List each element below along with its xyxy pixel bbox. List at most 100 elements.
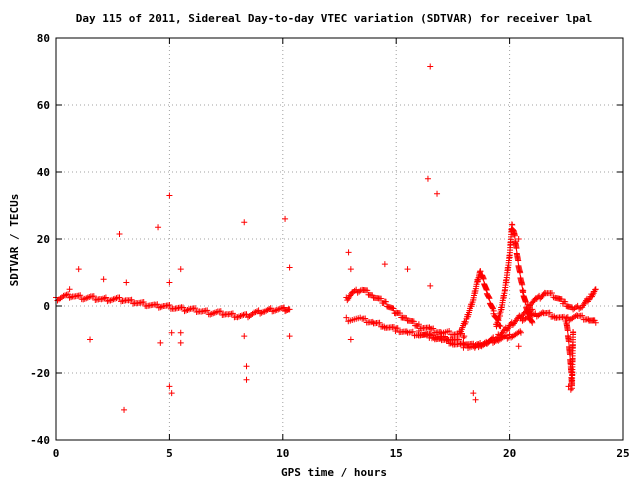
data-point bbox=[548, 290, 555, 297]
data-point bbox=[513, 245, 520, 252]
data-point bbox=[415, 328, 422, 334]
data-point bbox=[77, 292, 84, 299]
y-tick-label: -40 bbox=[30, 434, 50, 447]
data-point bbox=[204, 307, 211, 314]
data-point bbox=[477, 340, 484, 347]
data-point bbox=[100, 276, 107, 283]
data-point bbox=[494, 316, 501, 323]
data-point bbox=[430, 325, 437, 332]
data-point bbox=[517, 329, 524, 336]
data-point bbox=[364, 287, 371, 294]
x-axis-label: GPS time / hours bbox=[281, 466, 387, 479]
data-point bbox=[382, 298, 389, 305]
data-point bbox=[574, 302, 581, 309]
data-point bbox=[369, 292, 376, 299]
data-point bbox=[378, 295, 385, 302]
data-point bbox=[424, 175, 431, 182]
data-point bbox=[517, 269, 524, 276]
data-point bbox=[485, 294, 492, 301]
data-point bbox=[282, 215, 289, 222]
data-point bbox=[347, 266, 354, 273]
data-point bbox=[255, 307, 262, 314]
data-point bbox=[486, 295, 493, 302]
data-point bbox=[497, 312, 504, 319]
data-point bbox=[180, 304, 187, 311]
data-point bbox=[497, 323, 504, 330]
data-point bbox=[492, 335, 499, 342]
data-point bbox=[494, 315, 501, 322]
chart-title: Day 115 of 2011, Sidereal Day-to-day VTE… bbox=[76, 12, 593, 25]
data-point bbox=[362, 315, 369, 322]
data-point bbox=[566, 351, 573, 358]
data-point bbox=[381, 261, 388, 268]
data-point bbox=[66, 286, 73, 293]
data-point bbox=[166, 279, 173, 286]
data-point bbox=[463, 341, 470, 348]
y-tick-label: 0 bbox=[43, 300, 50, 313]
data-point bbox=[229, 310, 236, 317]
x-tick-label: 0 bbox=[53, 447, 60, 460]
data-points bbox=[53, 63, 599, 413]
data-point bbox=[403, 315, 410, 322]
data-point bbox=[565, 383, 572, 390]
data-point bbox=[90, 293, 97, 300]
data-point bbox=[489, 304, 496, 311]
data-point bbox=[490, 307, 497, 314]
data-point bbox=[192, 305, 199, 312]
data-point bbox=[286, 333, 293, 340]
data-point bbox=[592, 319, 599, 326]
data-point bbox=[177, 266, 184, 273]
data-point bbox=[241, 219, 248, 226]
y-tick-label: -20 bbox=[30, 367, 50, 380]
data-point bbox=[243, 363, 250, 370]
data-point bbox=[462, 318, 469, 325]
data-point bbox=[116, 294, 123, 301]
data-point bbox=[444, 336, 451, 343]
data-point bbox=[128, 296, 135, 303]
data-point bbox=[550, 294, 557, 301]
data-point bbox=[485, 339, 492, 346]
data-point bbox=[486, 338, 493, 345]
data-point bbox=[102, 294, 109, 301]
data-point bbox=[565, 338, 572, 345]
data-point bbox=[461, 333, 468, 340]
data-point bbox=[434, 190, 441, 197]
data-point bbox=[515, 343, 522, 350]
data-point bbox=[532, 310, 539, 317]
data-point bbox=[396, 310, 403, 317]
data-point bbox=[123, 279, 130, 286]
data-point bbox=[166, 383, 173, 390]
data-point bbox=[168, 329, 175, 336]
data-point bbox=[562, 298, 569, 305]
data-point bbox=[343, 314, 350, 321]
grid-lines bbox=[56, 38, 623, 440]
data-point bbox=[502, 332, 509, 339]
data-point bbox=[157, 339, 164, 346]
data-point bbox=[427, 282, 434, 289]
data-point bbox=[87, 336, 94, 343]
data-point bbox=[140, 298, 147, 305]
data-point bbox=[496, 322, 503, 329]
data-point bbox=[470, 390, 477, 397]
data-point bbox=[480, 275, 487, 282]
data-point bbox=[155, 224, 162, 231]
plot-frame bbox=[55, 37, 624, 441]
data-point bbox=[529, 306, 536, 313]
data-point bbox=[506, 331, 513, 338]
y-tick-label: 80 bbox=[37, 32, 50, 45]
data-point bbox=[592, 286, 599, 293]
x-tick-label: 20 bbox=[503, 447, 516, 460]
data-point bbox=[121, 406, 128, 413]
data-point bbox=[166, 192, 173, 199]
data-point bbox=[286, 306, 293, 313]
data-point bbox=[353, 286, 360, 293]
y-axis-label: SDTVAR / TECUs bbox=[8, 194, 21, 287]
data-point bbox=[592, 286, 599, 293]
data-point bbox=[286, 264, 293, 271]
data-point bbox=[495, 317, 502, 324]
data-point bbox=[403, 328, 410, 335]
data-point bbox=[168, 390, 175, 397]
data-point bbox=[491, 337, 498, 344]
data-point bbox=[65, 291, 72, 298]
data-point bbox=[243, 311, 250, 318]
